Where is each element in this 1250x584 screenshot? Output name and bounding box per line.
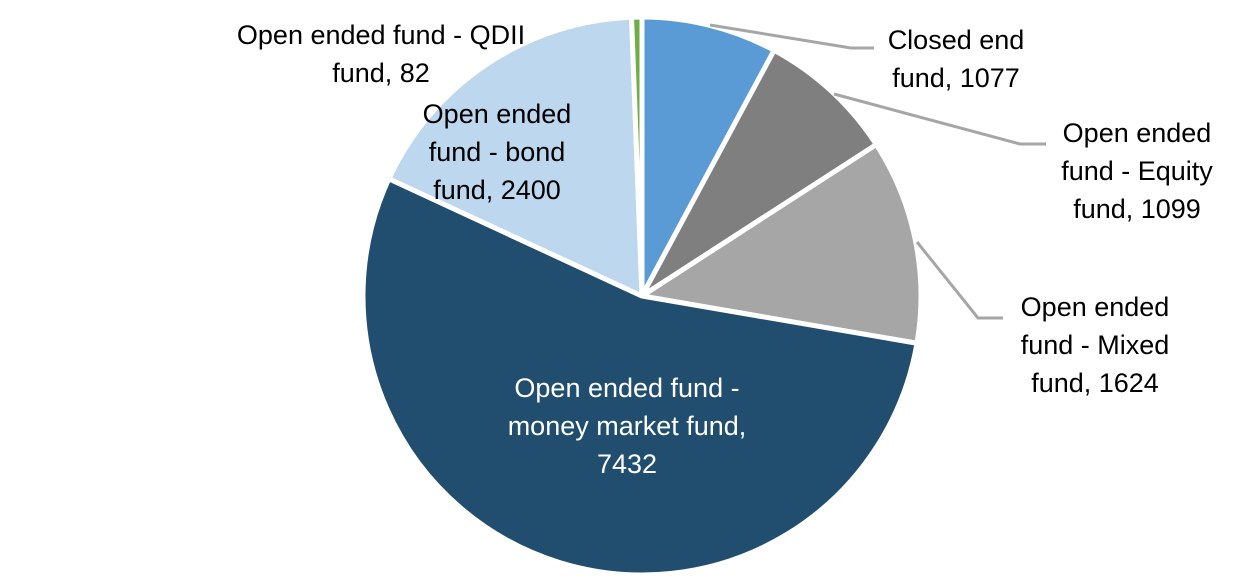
label-mixed-fund: Open ended fund - Mixed fund, 1624: [1020, 292, 1170, 398]
label-qdii-fund: Open ended fund - QDII fund, 82: [236, 20, 526, 88]
pie-slice-bond-fund: [386, 14, 645, 299]
label-closed-end-fund: Closed end fund, 1077: [887, 25, 1025, 93]
pie-slices: [360, 14, 924, 578]
label-money-market-fund: Open ended fund - money market fund, 743…: [507, 373, 747, 479]
pie-slice-mixed-fund: [639, 142, 924, 346]
leader-line-closed-end-fund: [709, 23, 874, 50]
label-equity-fund: Open ended fund - Equity fund, 1099: [1061, 118, 1213, 224]
pie-slice-qdii-fund: [629, 14, 645, 299]
label-bond-fund: Open ended fund - bond fund, 2400: [422, 99, 572, 205]
pie-slice-money-market-fund: [360, 176, 920, 578]
pie-slice-equity-fund: [639, 47, 879, 299]
leader-line-mixed-fund: [915, 241, 1003, 320]
leader-line-equity-fund: [833, 92, 1046, 146]
leader-lines: [709, 23, 1046, 320]
